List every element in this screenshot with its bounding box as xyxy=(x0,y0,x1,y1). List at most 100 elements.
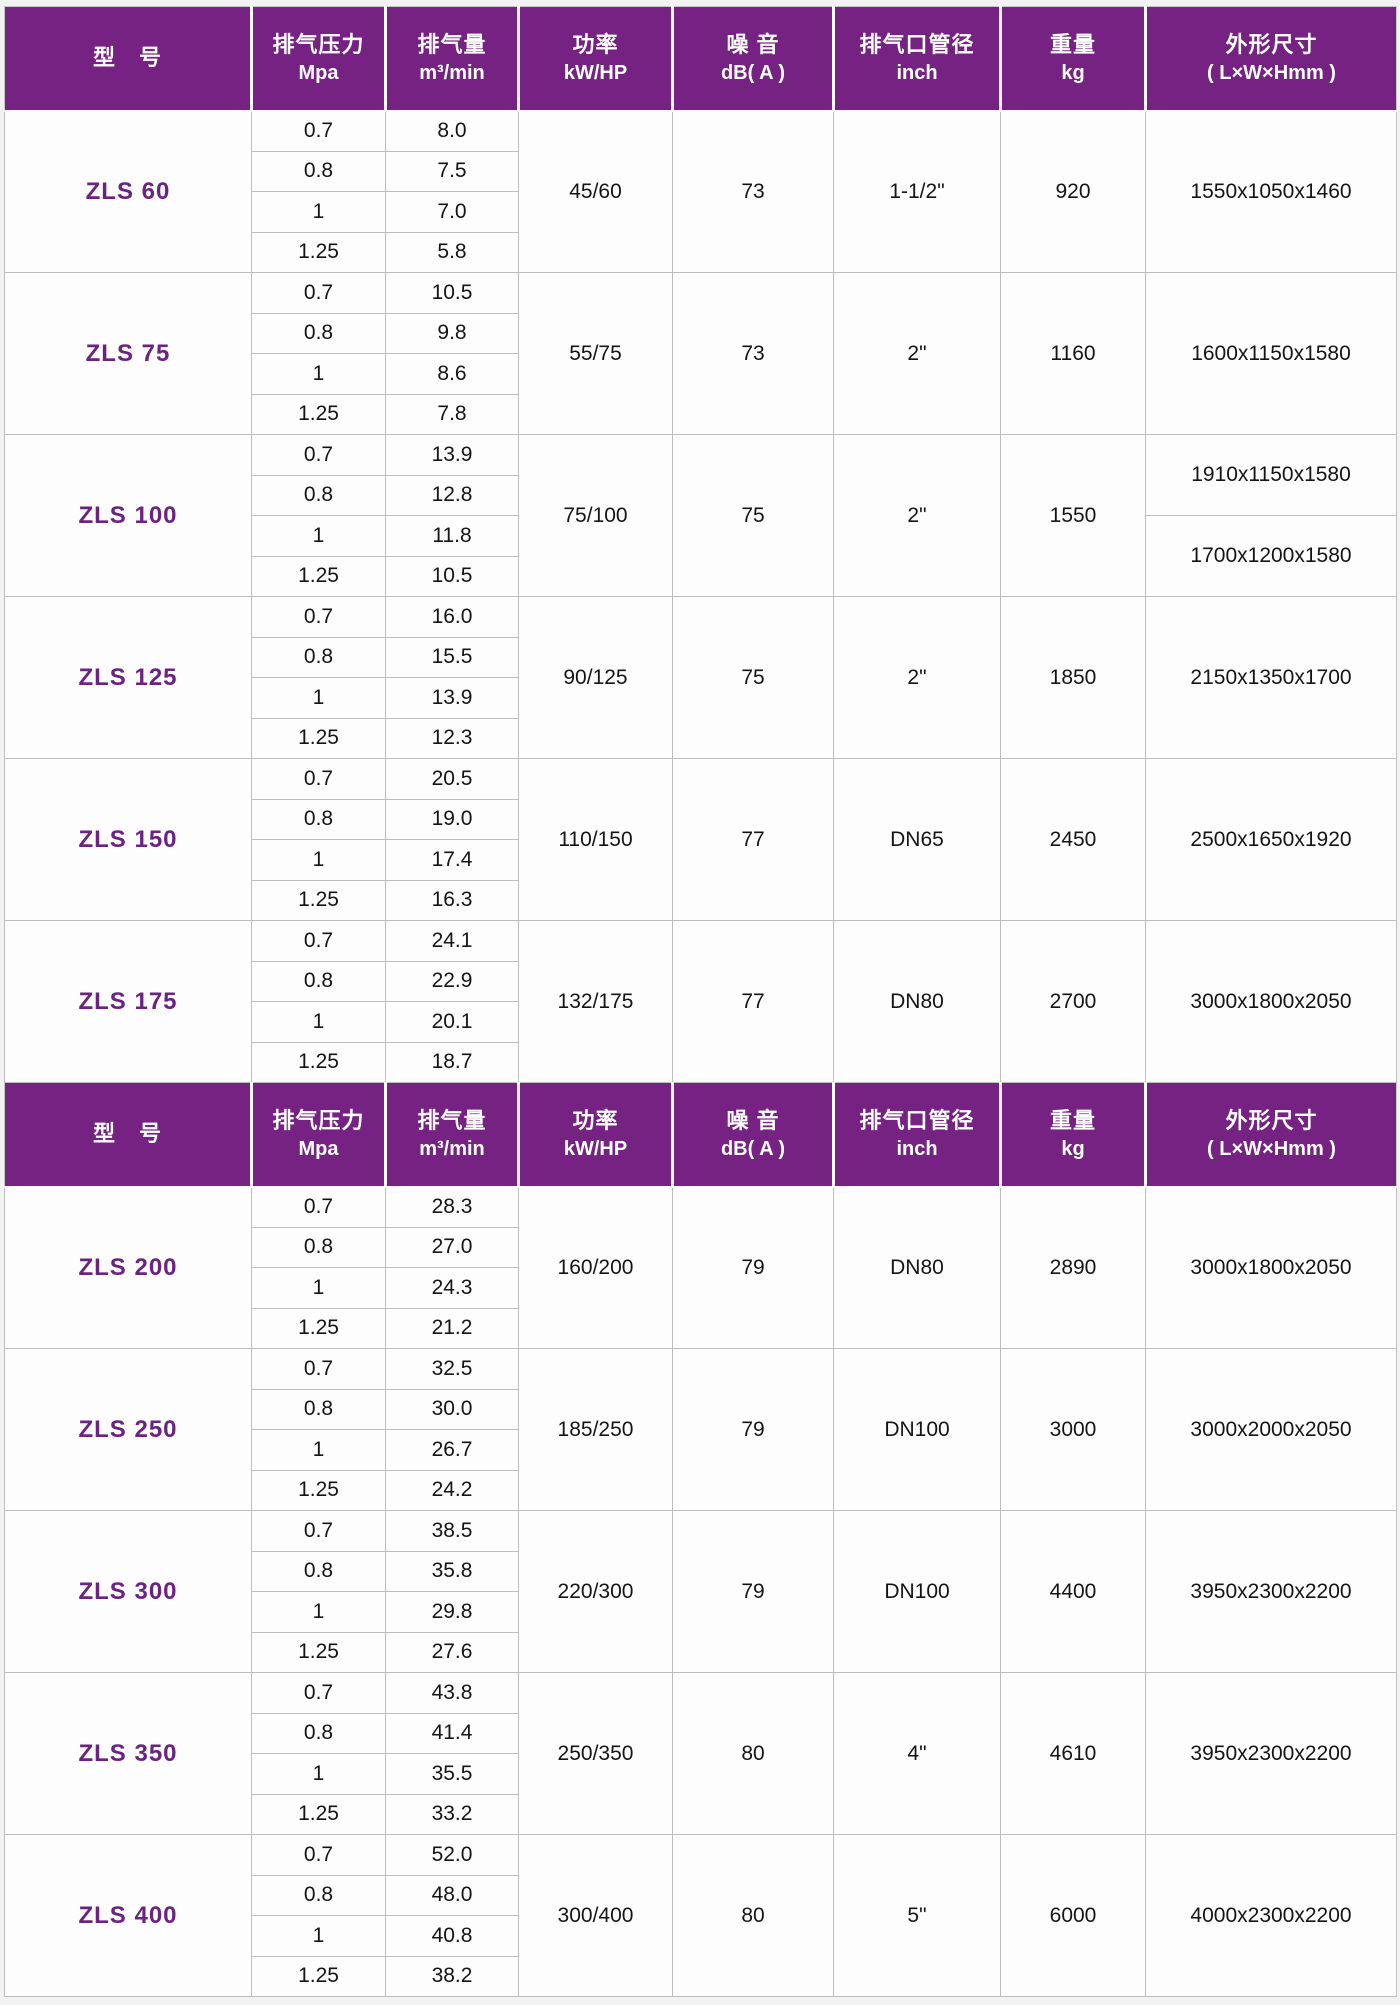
column-header-line1: 排气量 xyxy=(417,32,487,58)
port-cell: DN80 xyxy=(833,1186,1001,1349)
displacement-cell: 7.5 xyxy=(385,150,519,192)
noise-cell: 73 xyxy=(672,272,834,435)
table-row: 1 7.0 xyxy=(5,191,1397,233)
table-row: ZLS 350 0.7 43.8 250/350 80 4" 4610 3950x2300x2… xyxy=(4,1672,1397,1835)
pressure-cell: 1.25 xyxy=(251,1469,386,1511)
displacement-cell: 35.5 xyxy=(385,1753,519,1795)
port-cell: DN100 xyxy=(833,1348,1001,1511)
model-name: ZLS 175 xyxy=(4,920,252,1083)
table-row: 0.8 9.8 xyxy=(5,312,1397,354)
displacement-cell: 33.2 xyxy=(385,1793,519,1835)
power-cell: 250/350 xyxy=(518,1672,673,1835)
pressure-cell: 1 xyxy=(251,353,386,395)
column-header-line1: 功率 xyxy=(572,1108,619,1134)
pressure-cell: 1 xyxy=(251,677,386,719)
weight-cell: 4610 xyxy=(1000,1672,1146,1835)
model-name: ZLS 200 xyxy=(4,1186,252,1349)
port-cell: 4" xyxy=(833,1672,1001,1835)
column-header-line1: 排气口管径 xyxy=(859,1108,975,1134)
dims-cell: 1550x1050x1460 xyxy=(1145,110,1397,273)
pressure-cell: 0.8 xyxy=(251,1712,386,1754)
pressure-cell: 1 xyxy=(251,1001,386,1043)
table-row: ZLS 100 0.7 13.9 75/100 75 2" 1550 1910x1150x15… xyxy=(4,434,1397,597)
displacement-cell: 21.2 xyxy=(385,1307,519,1349)
table-row: 1.25 27.6 xyxy=(5,1631,1397,1673)
dims-cell: 3000x2000x2050 xyxy=(1145,1348,1397,1511)
table-row: 1 13.9 xyxy=(5,677,1397,719)
column-header-line2: ( L×W×Hmm ) xyxy=(1207,1138,1336,1161)
port-cell: 2" xyxy=(833,434,1001,597)
noise-cell: 75 xyxy=(672,596,834,759)
displacement-cell: 12.8 xyxy=(385,474,519,516)
displacement-cell: 26.7 xyxy=(385,1429,519,1471)
column-header-line2: dB( A ) xyxy=(720,1138,786,1161)
weight-cell: 2890 xyxy=(1000,1186,1146,1349)
pressure-cell: 0.7 xyxy=(251,758,386,800)
displacement-cell: 48.0 xyxy=(385,1874,519,1916)
power-cell: 90/125 xyxy=(518,596,673,759)
spec-table-body: 型 号排气压力 Mpa 排气量 m³/min 功率 kW/HP 噪 音 dB( A ) 排气口管… xyxy=(4,6,1397,1997)
table-row: 1.25 16.3 xyxy=(5,879,1397,921)
power-cell: 300/400 xyxy=(518,1834,673,1997)
displacement-cell: 7.0 xyxy=(385,191,519,233)
pressure-cell: 0.7 xyxy=(251,434,386,476)
displacement-cell: 24.2 xyxy=(385,1469,519,1511)
column-header-model: 型 号 xyxy=(4,6,252,112)
table-row: ZLS 300 0.7 38.5 220/300 79 DN100 4400 3950x230… xyxy=(4,1510,1397,1673)
spec-table: 型 号排气压力 Mpa 排气量 m³/min 功率 kW/HP 噪 音 dB( A ) 排气口管… xyxy=(4,6,1397,1997)
table-row: 0.8 48.0 xyxy=(5,1874,1397,1916)
pressure-cell: 0.7 xyxy=(251,110,386,152)
dims-cell: 3950x2300x2200 xyxy=(1145,1672,1397,1835)
table-row: 0.8 12.8 xyxy=(5,474,1397,516)
displacement-cell: 41.4 xyxy=(385,1712,519,1754)
column-header-displacement: 排气量 m³/min xyxy=(384,6,519,112)
table-row: ZLS 75 0.7 10.5 55/75 73 2" 1160 1600x1150x1580 xyxy=(4,272,1397,435)
displacement-cell: 32.5 xyxy=(385,1348,519,1390)
dims-cell: 4000x2300x2200 xyxy=(1145,1834,1397,1997)
displacement-cell: 15.5 xyxy=(385,636,519,678)
column-header-line2: inch xyxy=(896,1138,938,1161)
column-header-pressure: 排气压力 Mpa xyxy=(250,6,386,112)
pressure-cell: 1.25 xyxy=(251,1955,386,1997)
table-row: ZLS 175 0.7 24.1 132/175 77 DN80 2700 3000x1800… xyxy=(4,920,1397,1083)
column-header-line1: 型 号 xyxy=(92,45,162,71)
displacement-cell: 10.5 xyxy=(385,272,519,314)
displacement-cell: 5.8 xyxy=(385,231,519,273)
model-name: ZLS 350 xyxy=(4,1672,252,1835)
table-row: ZLS 60 0.7 8.0 45/60 73 1-1/2" 920 1550x1050x14… xyxy=(4,110,1397,273)
noise-cell: 77 xyxy=(672,920,834,1083)
pressure-cell: 1.25 xyxy=(251,1793,386,1835)
displacement-cell: 13.9 xyxy=(385,677,519,719)
pressure-cell: 1.25 xyxy=(251,879,386,921)
port-cell: 2" xyxy=(833,272,1001,435)
table-row: 1 29.8 xyxy=(5,1591,1397,1633)
displacement-cell: 35.8 xyxy=(385,1550,519,1592)
column-header-line1: 噪 音 xyxy=(726,32,780,58)
dims-cell: 1600x1150x1580 xyxy=(1145,272,1397,435)
dims-cell: 2500x1650x1920 xyxy=(1145,758,1397,921)
pressure-cell: 0.7 xyxy=(251,920,386,962)
port-cell: DN80 xyxy=(833,920,1001,1083)
table-row: 1.25 5.8 xyxy=(5,231,1397,273)
table-row: 0.8 7.5 xyxy=(5,150,1397,192)
displacement-cell: 20.5 xyxy=(385,758,519,800)
pressure-cell: 1 xyxy=(251,1591,386,1633)
table-row: ZLS 200 0.7 28.3 160/200 79 DN80 2890 3000x1800… xyxy=(4,1186,1397,1349)
displacement-cell: 17.4 xyxy=(385,839,519,881)
noise-cell: 73 xyxy=(672,110,834,273)
displacement-cell: 38.2 xyxy=(385,1955,519,1997)
dims-cell: 3000x1800x2050 xyxy=(1145,920,1397,1083)
displacement-cell: 18.7 xyxy=(385,1041,519,1083)
displacement-cell: 27.6 xyxy=(385,1631,519,1673)
column-header-line2: m³/min xyxy=(419,1138,485,1161)
weight-cell: 2450 xyxy=(1000,758,1146,921)
table-row: ZLS 150 0.7 20.5 110/150 77 DN65 2450 2500x1650… xyxy=(4,758,1397,921)
pressure-cell: 0.8 xyxy=(251,1226,386,1268)
pressure-cell: 1 xyxy=(251,1915,386,1957)
noise-cell: 79 xyxy=(672,1348,834,1511)
column-header-power: 功率 kW/HP xyxy=(517,1082,673,1188)
table-row: 0.8 27.0 xyxy=(5,1226,1397,1268)
pressure-cell: 0.8 xyxy=(251,312,386,354)
table-row: 1 11.8 1700x1200x1580 xyxy=(5,515,1397,597)
